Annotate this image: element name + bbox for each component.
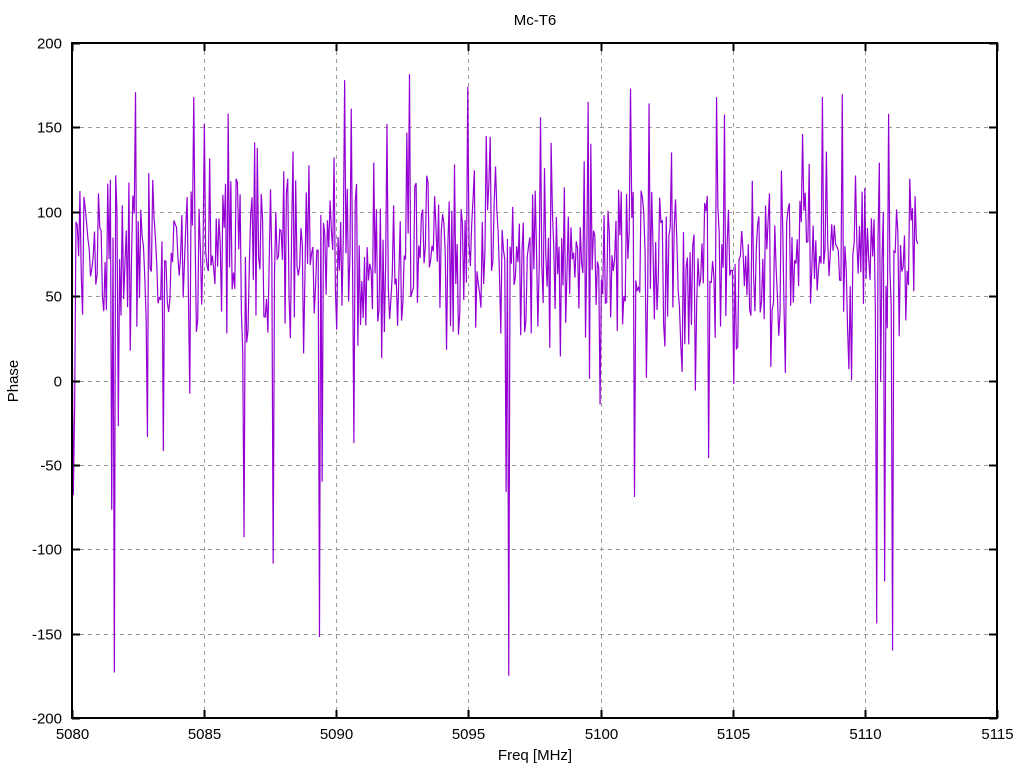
x-tick-label: 5090 (320, 726, 353, 743)
plot-frame (71, 42, 998, 719)
x-axis-tick-labels: 5080 5085 5090 5095 5100 5105 5110 5115 (56, 726, 1014, 743)
y-tick-label: 150 (37, 120, 62, 137)
x-axis-label: Freq [MHz] (498, 747, 572, 764)
x-tick-label: 5080 (56, 726, 89, 743)
y-tick-label: -150 (32, 627, 62, 644)
grid-lines (72, 43, 997, 718)
x-tick-label: 5105 (717, 726, 750, 743)
page-title: Mc-T6 (514, 12, 557, 29)
y-tick-label: 100 (37, 205, 62, 222)
x-tick-label: 5100 (585, 726, 618, 743)
x-tick-label: 5115 (981, 726, 1013, 743)
data-series-phase (71, 74, 919, 676)
phase-trace (71, 74, 919, 676)
x-tick-label: 5085 (188, 726, 221, 743)
y-tick-label: 0 (54, 374, 62, 391)
y-tick-label: 200 (37, 36, 62, 53)
x-tick-label: 5110 (849, 726, 881, 743)
y-tick-label: -100 (32, 542, 62, 559)
y-tick-label: -200 (32, 711, 62, 728)
y-tick-label: -50 (40, 458, 62, 475)
y-tick-label: 50 (45, 289, 62, 306)
y-axis-tick-labels: -200 -150 -100 -50 0 50 100 150 200 (32, 36, 62, 728)
x-tick-label: 5095 (452, 726, 485, 743)
axis-tick-marks (71, 42, 999, 720)
y-axis-label: Phase (5, 360, 22, 403)
